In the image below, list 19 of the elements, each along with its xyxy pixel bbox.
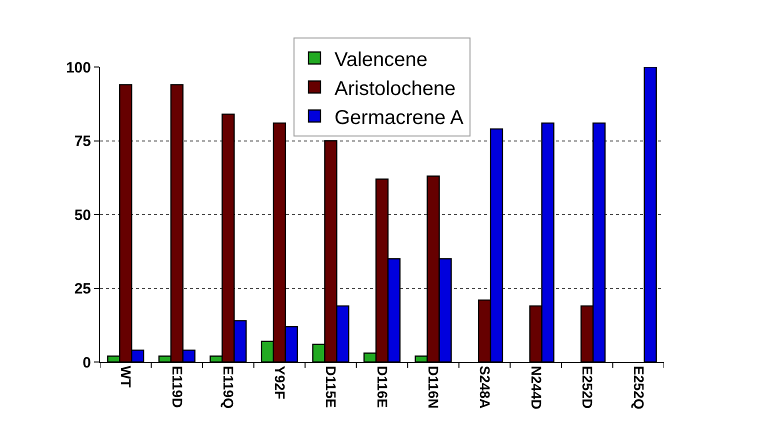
y-tick-label: 100	[66, 59, 91, 76]
x-tick-label: E252D	[580, 366, 596, 409]
x-tick-label: D116N	[426, 366, 442, 409]
x-tick-label: D116E	[374, 366, 390, 408]
x-tick-label: E252Q	[630, 366, 647, 410]
y-tick-label: 75	[74, 133, 91, 150]
legend-label: Aristolochene	[334, 78, 456, 100]
legend-label: Valencene	[334, 48, 428, 71]
y-tick-label: 25	[74, 280, 91, 298]
y-tick-label: 0	[82, 354, 91, 372]
x-tick-label: S248A	[477, 366, 493, 409]
x-tick-label: E119Q	[220, 366, 237, 409]
x-tick-label: N244D	[528, 366, 544, 410]
x-tick-label: E119D	[169, 366, 186, 408]
y-tick-label: 50	[74, 206, 91, 224]
x-tick-label: Y92F	[272, 366, 288, 400]
legend-label: Germacrene A	[334, 106, 464, 129]
x-tick-label: WT	[118, 366, 134, 388]
x-tick-label: D115E	[323, 366, 340, 408]
